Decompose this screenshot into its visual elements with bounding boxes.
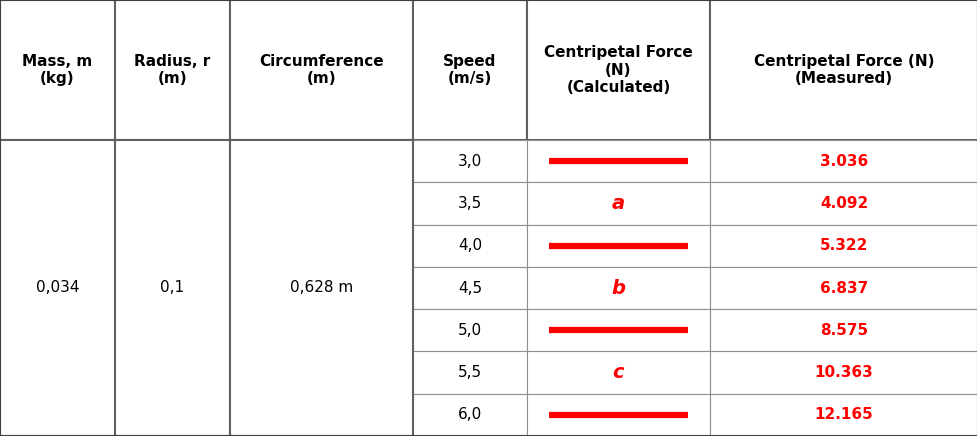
Text: Circumference
(m): Circumference (m) [259, 54, 383, 86]
Bar [709, 351, 977, 394]
Text: b: b [611, 279, 625, 297]
Bar [230, 394, 412, 436]
Bar [115, 0, 230, 140]
Bar [412, 394, 527, 436]
Bar [230, 351, 412, 394]
Bar [230, 267, 412, 309]
Bar [709, 0, 977, 140]
Text: 3.036: 3.036 [819, 153, 868, 169]
Text: 3,0: 3,0 [457, 153, 482, 169]
Bar [0, 225, 115, 267]
Text: 0,1: 0,1 [160, 280, 185, 296]
Bar [115, 182, 230, 225]
Bar [412, 140, 527, 182]
Bar [115, 309, 230, 351]
Bar [709, 309, 977, 351]
Bar [115, 351, 230, 394]
Bar [412, 267, 527, 309]
Text: 5.322: 5.322 [819, 238, 868, 253]
Bar [527, 0, 709, 140]
Bar [230, 182, 412, 225]
Bar [0, 182, 115, 225]
Text: Radius, r
(m): Radius, r (m) [134, 54, 210, 86]
Bar [230, 140, 412, 436]
Text: 0,034: 0,034 [36, 280, 79, 296]
Bar [115, 267, 230, 309]
Text: 5,5: 5,5 [457, 365, 482, 380]
Bar [412, 182, 527, 225]
Bar [0, 309, 115, 351]
Bar [230, 140, 412, 182]
Text: Speed
(m/s): Speed (m/s) [443, 54, 496, 86]
Text: Centripetal Force (N)
(Measured): Centripetal Force (N) (Measured) [753, 54, 933, 86]
Bar [115, 140, 230, 182]
Bar [527, 351, 709, 394]
Bar [709, 394, 977, 436]
Bar [0, 267, 115, 309]
Text: 8.575: 8.575 [819, 323, 868, 338]
Bar [230, 225, 412, 267]
Bar [115, 225, 230, 267]
Bar [527, 309, 709, 351]
Text: 5,0: 5,0 [457, 323, 482, 338]
Bar [412, 309, 527, 351]
Bar [0, 140, 115, 182]
Bar [0, 394, 115, 436]
Bar [527, 140, 709, 182]
Bar [709, 225, 977, 267]
Text: 12.165: 12.165 [814, 407, 872, 422]
Bar [412, 351, 527, 394]
Text: 4,0: 4,0 [457, 238, 482, 253]
Bar [412, 225, 527, 267]
Bar [709, 267, 977, 309]
Text: 6.837: 6.837 [819, 280, 868, 296]
Text: a: a [612, 194, 624, 213]
Text: Centripetal Force
(N)
(Calculated): Centripetal Force (N) (Calculated) [543, 45, 692, 95]
Bar [527, 267, 709, 309]
Text: 4,5: 4,5 [457, 280, 482, 296]
Bar [0, 140, 115, 436]
Bar [0, 0, 115, 140]
Bar [527, 225, 709, 267]
Bar [230, 0, 412, 140]
Bar [230, 309, 412, 351]
Bar [527, 182, 709, 225]
Bar [709, 140, 977, 182]
Bar [709, 182, 977, 225]
Text: 3,5: 3,5 [457, 196, 482, 211]
Text: 4.092: 4.092 [819, 196, 868, 211]
Text: 6,0: 6,0 [457, 407, 482, 422]
Bar [115, 140, 230, 436]
Text: 0,628 m: 0,628 m [289, 280, 353, 296]
Text: Mass, m
(kg): Mass, m (kg) [22, 54, 93, 86]
Text: c: c [613, 363, 623, 382]
Bar [412, 0, 527, 140]
Text: 10.363: 10.363 [814, 365, 872, 380]
Bar [0, 351, 115, 394]
Bar [115, 394, 230, 436]
Bar [527, 394, 709, 436]
